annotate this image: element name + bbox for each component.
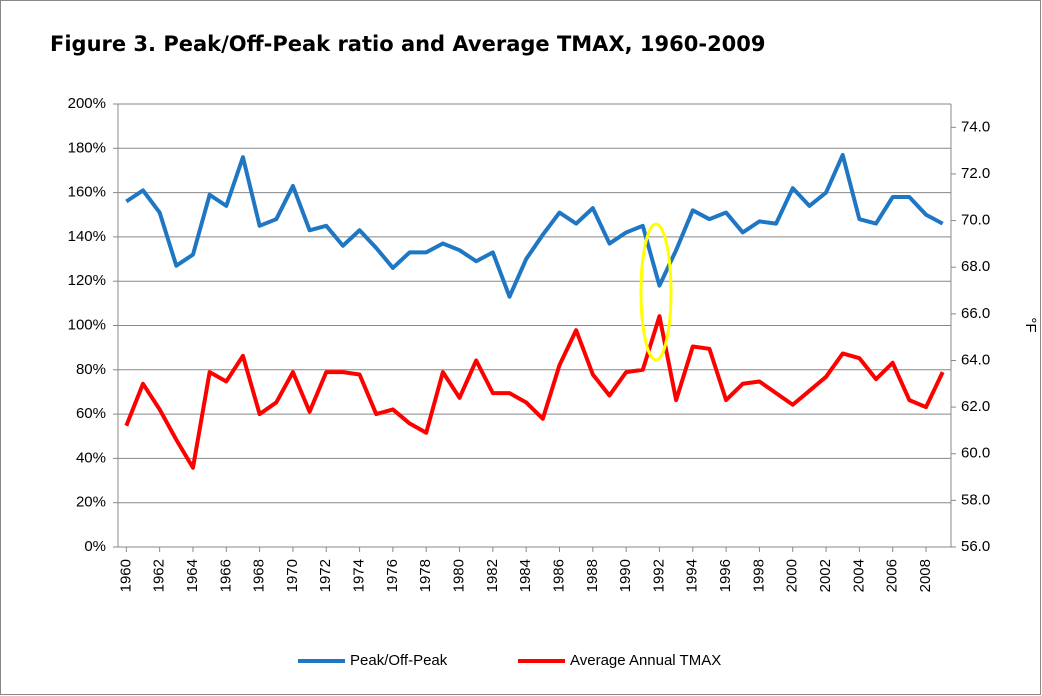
y2-tick-label: 58.0 — [961, 491, 990, 508]
x-tick-label: 1994 — [684, 559, 701, 592]
y-tick-label: 180% — [68, 139, 106, 156]
x-tick-label: 2008 — [917, 559, 934, 592]
y2-tick-label: 66.0 — [961, 305, 990, 322]
x-tick-label: 1972 — [317, 559, 334, 592]
x-tick-label: 1966 — [217, 559, 234, 592]
x-tick-label: 1986 — [550, 559, 567, 592]
x-tick-label: 1980 — [450, 559, 467, 592]
plot-area: 0% 20% 40% 60% 80% 100% 120% 140% 160% 180% 200% 56… — [68, 95, 991, 592]
x-tick-label: 1964 — [184, 559, 201, 592]
x-tick-label: 2006 — [884, 559, 901, 592]
y-tick-label: 0% — [84, 538, 106, 555]
y-tick-label: 60% — [76, 405, 106, 422]
y-tick-label: 160% — [68, 184, 106, 201]
y2-tick-label: 72.0 — [961, 165, 990, 182]
x-tick-label: 1962 — [151, 559, 168, 592]
x-tick-label: 1984 — [517, 559, 534, 592]
y-tick-label: 100% — [68, 316, 106, 333]
y-tick-label: 80% — [76, 361, 106, 378]
x-tick-label: 1998 — [750, 559, 767, 592]
x-tick-label: 1960 — [117, 559, 134, 592]
series-line — [124, 314, 945, 470]
legend-label: Average Annual TMAX — [570, 652, 721, 669]
y2-tick-label: 56.0 — [961, 538, 990, 555]
y2-tick-label: 70.0 — [961, 212, 990, 229]
legend-label: Peak/Off-Peak — [350, 652, 448, 669]
y2-tick-label: 60.0 — [961, 445, 990, 462]
x-tick-label: 1978 — [417, 559, 434, 592]
x-tick-label: 1976 — [384, 559, 401, 592]
y2-tick-label: 68.0 — [961, 258, 990, 275]
x-tick-label: 1968 — [251, 559, 268, 592]
x-tick-label: 1970 — [284, 559, 301, 592]
x-tick-label: 2004 — [850, 559, 867, 592]
x-tick-label: 1982 — [484, 559, 501, 592]
x-tick-label: 2002 — [817, 559, 834, 592]
y2-tick-label: 64.0 — [961, 351, 990, 368]
y2-tick-label: 74.0 — [961, 118, 990, 135]
x-tick-label: 1990 — [617, 559, 634, 592]
highlight-ellipse — [639, 222, 673, 362]
x-tick-label: 1974 — [351, 559, 368, 592]
x-tick-label: 1992 — [650, 559, 667, 592]
y-tick-label: 20% — [76, 494, 106, 511]
y-tick-label: 40% — [76, 449, 106, 466]
y-tick-label: 120% — [68, 272, 106, 289]
y2-axis-label: °F — [1022, 317, 1039, 332]
y2-tick-label: 62.0 — [961, 398, 990, 415]
chart-title: Figure 3. Peak/Off-Peak ratio and Averag… — [50, 32, 766, 56]
series-line — [125, 152, 944, 299]
x-tick-label: 1988 — [584, 559, 601, 592]
x-tick-label: 1996 — [717, 559, 734, 592]
y-tick-label: 200% — [68, 95, 106, 112]
y-tick-label: 140% — [68, 228, 106, 245]
x-tick-label: 2000 — [784, 559, 801, 592]
